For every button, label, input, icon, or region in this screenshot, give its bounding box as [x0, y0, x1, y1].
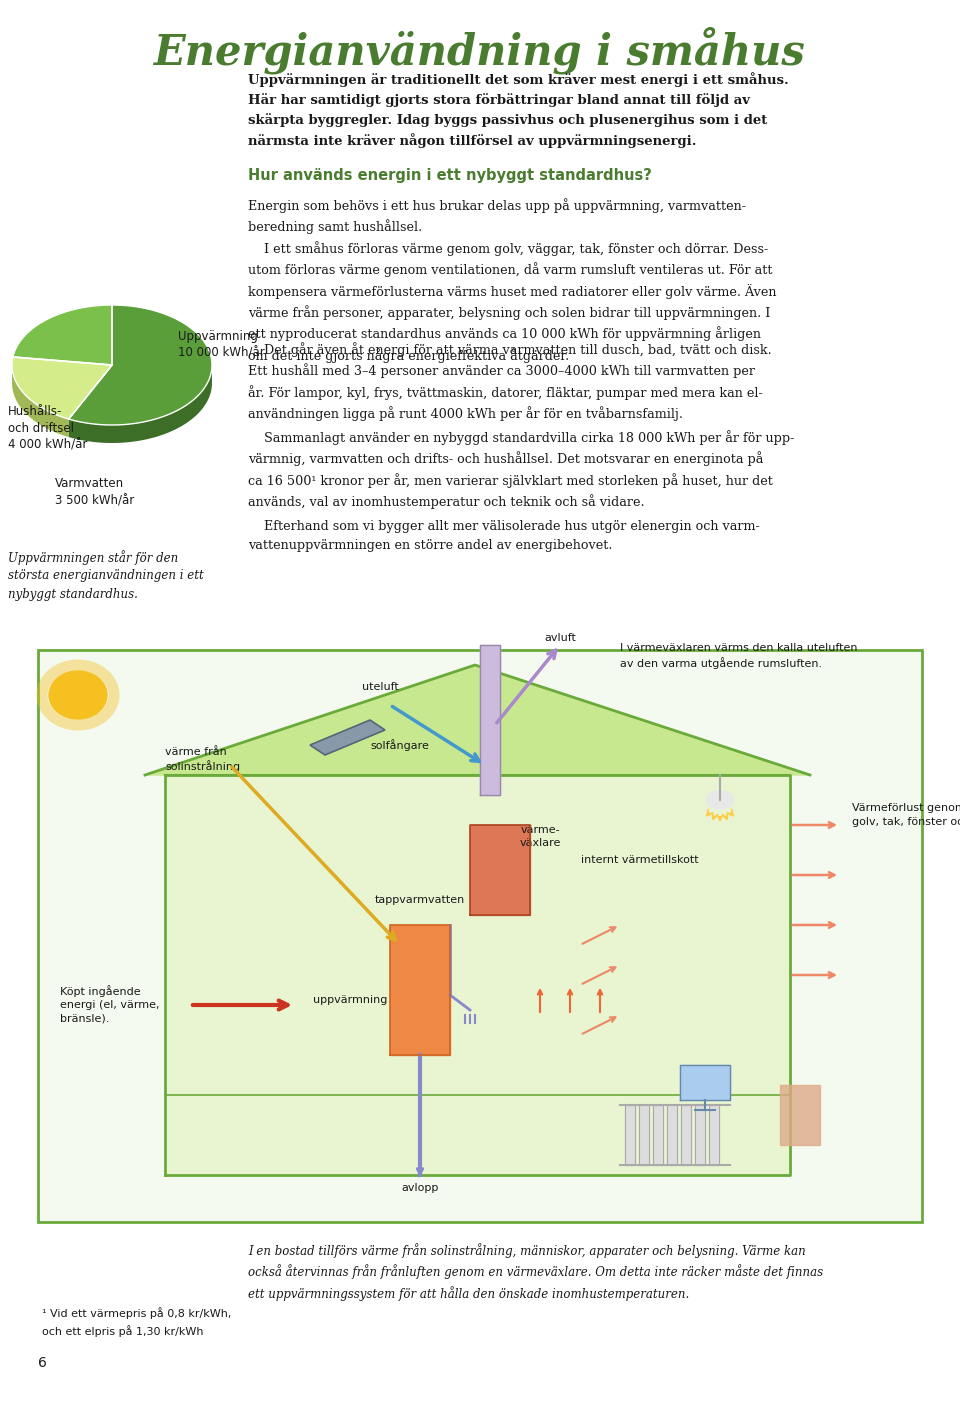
Text: Hur används energin i ett nybyggt standardhus?: Hur används energin i ett nybyggt standa…	[248, 169, 652, 183]
Text: Sammanlagt använder en nybyggd standardvilla cirka 18 000 kWh per år för upp-
vä: Sammanlagt använder en nybyggd standardv…	[248, 430, 794, 509]
Ellipse shape	[706, 791, 734, 809]
Text: nybyggt standardhus.: nybyggt standardhus.	[8, 589, 138, 601]
Text: internt värmetillskott: internt värmetillskott	[581, 856, 699, 865]
Text: avluft: avluft	[544, 634, 576, 643]
Text: Det går även åt energi för att värma varmvatten till dusch, bad, tvätt och disk.: Det går även åt energi för att värma var…	[248, 341, 772, 421]
Polygon shape	[12, 365, 68, 437]
Text: I en bostad tillförs värme från solinstrålning, människor, apparater och belysni: I en bostad tillförs värme från solinstr…	[248, 1243, 823, 1301]
Text: uteluft: uteluft	[362, 681, 398, 693]
Polygon shape	[68, 367, 212, 443]
Text: Uppvärmning
10 000 kWh/år: Uppvärmning 10 000 kWh/år	[178, 330, 265, 360]
Text: Energin som behövs i ett hus brukar delas upp på uppvärmning, varmvatten-
beredn: Energin som behövs i ett hus brukar dela…	[248, 198, 777, 362]
Ellipse shape	[49, 672, 107, 719]
Polygon shape	[653, 1104, 663, 1165]
Text: 6: 6	[37, 1356, 46, 1370]
Text: och ett elpris på 1,30 kr/kWh: och ett elpris på 1,30 kr/kWh	[42, 1325, 204, 1338]
Text: ¹ Vid ett värmepris på 0,8 kr/kWh,: ¹ Vid ett värmepris på 0,8 kr/kWh,	[42, 1307, 231, 1319]
Text: Efterhand som vi bygger allt mer välisolerade hus utgör elenergin och varm-
vatt: Efterhand som vi bygger allt mer välisol…	[248, 520, 759, 552]
Polygon shape	[165, 776, 790, 1175]
Text: tappvarmvatten: tappvarmvatten	[374, 895, 466, 905]
Polygon shape	[625, 1104, 635, 1165]
Polygon shape	[709, 1104, 719, 1165]
Polygon shape	[667, 1104, 677, 1165]
FancyBboxPatch shape	[38, 651, 922, 1222]
Text: Köpt ingående
energi (el, värme,
bränsle).: Köpt ingående energi (el, värme, bränsle…	[60, 985, 159, 1023]
Polygon shape	[681, 1104, 691, 1165]
Polygon shape	[145, 665, 810, 776]
Text: Värmeförlust genom väggar,
golv, tak, fönster och dörrar.: Värmeförlust genom väggar, golv, tak, fö…	[852, 804, 960, 826]
Polygon shape	[780, 1085, 820, 1145]
Text: Energianvändning i småhus: Energianvändning i småhus	[155, 27, 805, 74]
Text: Uppvärmningen är traditionellt det som kräver mest energi i ett småhus.
Här har : Uppvärmningen är traditionellt det som k…	[248, 72, 789, 148]
Text: Hushålls-
och driftsel
4 000 kWh/år: Hushålls- och driftsel 4 000 kWh/år	[8, 405, 87, 452]
Polygon shape	[68, 305, 212, 424]
Text: värme från
solinstrålning: värme från solinstrålning	[165, 747, 240, 773]
Text: Varmvatten
3 500 kWh/år: Varmvatten 3 500 kWh/år	[55, 478, 134, 507]
Polygon shape	[680, 1065, 730, 1100]
Text: värme-
växlare: värme- växlare	[519, 825, 561, 847]
Text: största energianvändningen i ett: största energianvändningen i ett	[8, 569, 204, 582]
Text: uppvärmning: uppvärmning	[313, 995, 387, 1005]
Polygon shape	[310, 719, 385, 754]
Polygon shape	[639, 1104, 649, 1165]
Text: avlopp: avlopp	[401, 1183, 439, 1193]
Polygon shape	[695, 1104, 705, 1165]
Polygon shape	[480, 645, 500, 795]
Text: Uppvärmningen står för den: Uppvärmningen står för den	[8, 549, 179, 565]
Polygon shape	[390, 924, 450, 1055]
Text: I värmeväxlaren värms den kalla uteluften
av den varma utgående rumsluften.: I värmeväxlaren värms den kalla utelufte…	[620, 643, 857, 669]
Polygon shape	[12, 305, 112, 365]
Text: solfångare: solfångare	[370, 739, 429, 750]
Polygon shape	[12, 357, 112, 419]
Polygon shape	[470, 825, 530, 915]
